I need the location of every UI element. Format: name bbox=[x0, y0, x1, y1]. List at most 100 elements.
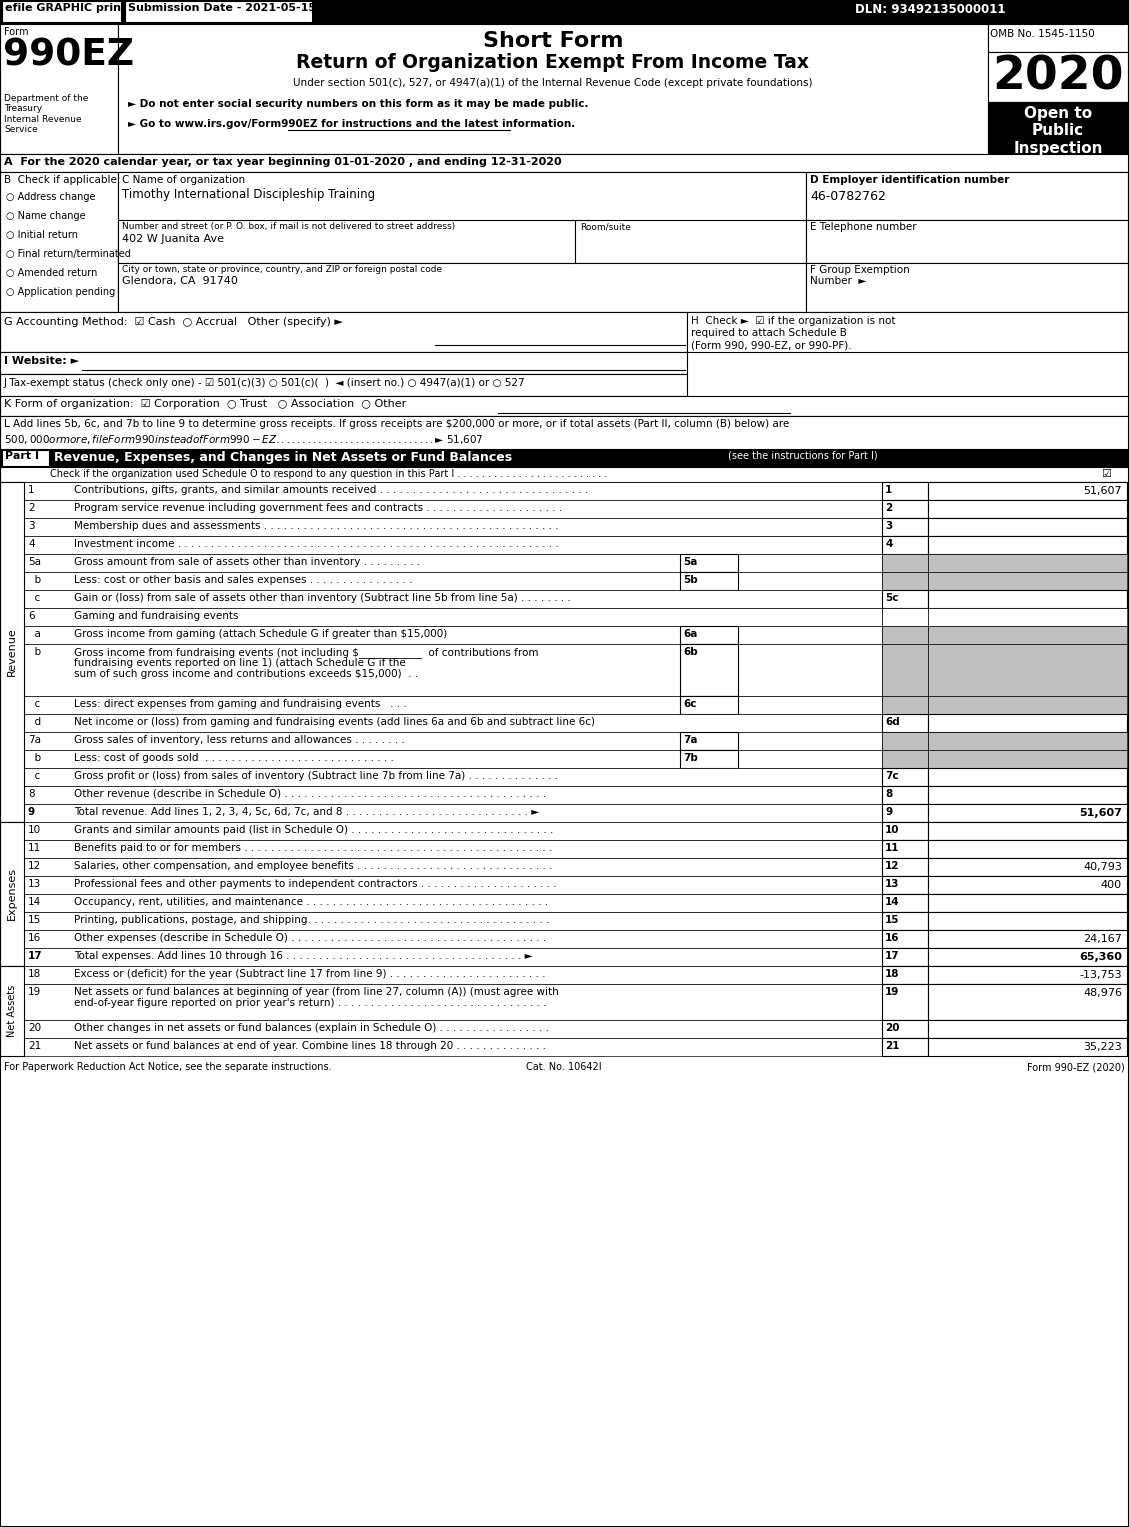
Text: Return of Organization Exempt From Income Tax: Return of Organization Exempt From Incom… bbox=[297, 53, 809, 72]
Text: 48,976: 48,976 bbox=[1083, 988, 1122, 999]
Text: 7a: 7a bbox=[28, 734, 41, 745]
Bar bbox=[882, 554, 928, 573]
Text: 1: 1 bbox=[28, 486, 35, 495]
Bar bbox=[882, 696, 928, 715]
Bar bbox=[0, 449, 1129, 467]
Bar bbox=[119, 173, 806, 312]
Text: E Telephone number: E Telephone number bbox=[809, 221, 917, 232]
Bar bbox=[882, 626, 928, 644]
Text: Investment income . . . . . . . . . . . . . . . . . . . . . . . . . . . . . . . : Investment income . . . . . . . . . . . … bbox=[75, 539, 559, 550]
Bar bbox=[24, 912, 882, 930]
Text: Form: Form bbox=[5, 27, 28, 37]
Bar bbox=[928, 1020, 1127, 1038]
Bar bbox=[882, 983, 928, 1020]
Text: 14: 14 bbox=[885, 896, 900, 907]
Bar bbox=[125, 2, 313, 23]
Bar bbox=[928, 822, 1127, 840]
Text: 3: 3 bbox=[885, 521, 892, 531]
Bar bbox=[928, 554, 1127, 573]
Bar bbox=[24, 805, 882, 822]
Text: 7a: 7a bbox=[683, 734, 698, 745]
Text: Program service revenue including government fees and contracts . . . . . . . . : Program service revenue including govern… bbox=[75, 502, 562, 513]
Bar bbox=[0, 467, 1129, 483]
Bar bbox=[882, 518, 928, 536]
Text: 19: 19 bbox=[885, 986, 900, 997]
Text: 990EZ: 990EZ bbox=[3, 37, 134, 73]
Text: (Form 990, 990-EZ, or 990-PF).: (Form 990, 990-EZ, or 990-PF). bbox=[691, 341, 851, 350]
Bar bbox=[882, 536, 928, 554]
Text: ☑: ☑ bbox=[1101, 469, 1111, 479]
Text: G Accounting Method:  ☑ Cash  ○ Accrual   Other (specify) ►: G Accounting Method: ☑ Cash ○ Accrual Ot… bbox=[5, 318, 343, 327]
Text: Benefits paid to or for members . . . . . . . . . . . . . . . . . . . . . . . . : Benefits paid to or for members . . . . … bbox=[75, 843, 552, 854]
Text: K Form of organization:  ☑ Corporation  ○ Trust   ○ Association  ○ Other: K Form of organization: ☑ Corporation ○ … bbox=[5, 399, 406, 409]
Bar bbox=[0, 0, 1129, 24]
Bar bbox=[928, 840, 1127, 858]
Bar bbox=[0, 967, 24, 1057]
Bar bbox=[882, 1020, 928, 1038]
Text: Gross profit or (loss) from sales of inventory (Subtract line 7b from line 7a) .: Gross profit or (loss) from sales of inv… bbox=[75, 771, 558, 780]
Bar bbox=[928, 499, 1127, 518]
Text: 11: 11 bbox=[885, 843, 900, 854]
Text: Net assets or fund balances at end of year. Combine lines 18 through 20 . . . . : Net assets or fund balances at end of ye… bbox=[75, 1041, 546, 1051]
Bar bbox=[882, 499, 928, 518]
Text: Printing, publications, postage, and shipping. . . . . . . . . . . . . . . . . .: Printing, publications, postage, and shi… bbox=[75, 915, 550, 925]
Bar bbox=[24, 840, 882, 858]
Text: 400: 400 bbox=[1101, 880, 1122, 890]
Bar bbox=[680, 554, 738, 573]
Bar bbox=[119, 24, 988, 154]
Bar bbox=[806, 220, 1128, 263]
Bar bbox=[24, 518, 882, 536]
Text: ○ Amended return: ○ Amended return bbox=[6, 269, 97, 278]
Text: J Tax-exempt status (check only one) - ☑ 501(c)(3) ○ 501(c)(  )  ◄ (insert no.) : J Tax-exempt status (check only one) - ☑… bbox=[5, 379, 526, 388]
Bar bbox=[882, 822, 928, 840]
Text: 9: 9 bbox=[885, 806, 892, 817]
Bar bbox=[24, 644, 882, 696]
Bar bbox=[928, 967, 1127, 983]
Bar bbox=[988, 52, 1128, 102]
Bar bbox=[882, 644, 928, 696]
Bar bbox=[928, 483, 1127, 499]
Text: Less: cost or other basis and sales expenses . . . . . . . . . . . . . . . .: Less: cost or other basis and sales expe… bbox=[75, 576, 412, 585]
Bar bbox=[928, 536, 1127, 554]
Text: 40,793: 40,793 bbox=[1083, 863, 1122, 872]
Text: 1: 1 bbox=[885, 486, 892, 495]
Text: 9: 9 bbox=[28, 806, 35, 817]
Text: Contributions, gifts, grants, and similar amounts received . . . . . . . . . . .: Contributions, gifts, grants, and simila… bbox=[75, 486, 588, 495]
Text: Number  ►: Number ► bbox=[809, 276, 866, 286]
Bar bbox=[0, 24, 119, 154]
Text: 18: 18 bbox=[28, 970, 42, 979]
Text: 46-0782762: 46-0782762 bbox=[809, 189, 886, 203]
Bar bbox=[119, 220, 806, 263]
Text: a: a bbox=[28, 629, 41, 638]
Bar bbox=[24, 948, 882, 967]
Bar bbox=[928, 644, 1127, 696]
Bar bbox=[24, 483, 882, 499]
Text: 24,167: 24,167 bbox=[1083, 935, 1122, 944]
Bar bbox=[2, 2, 122, 23]
Bar bbox=[0, 353, 688, 374]
Text: DLN: 93492135000011: DLN: 93492135000011 bbox=[855, 3, 1006, 15]
Text: Total expenses. Add lines 10 through 16 . . . . . . . . . . . . . . . . . . . . : Total expenses. Add lines 10 through 16 … bbox=[75, 951, 533, 960]
Bar bbox=[928, 589, 1127, 608]
Text: (see the instructions for Part I): (see the instructions for Part I) bbox=[728, 450, 877, 461]
Text: ○ Initial return: ○ Initial return bbox=[6, 231, 78, 240]
Bar bbox=[928, 573, 1127, 589]
Text: ○ Address change: ○ Address change bbox=[6, 192, 96, 202]
Text: 6: 6 bbox=[28, 611, 35, 621]
Text: A  For the 2020 calendar year, or tax year beginning 01-01-2020 , and ending 12-: A For the 2020 calendar year, or tax yea… bbox=[5, 157, 561, 166]
Bar bbox=[24, 554, 882, 573]
Bar bbox=[882, 805, 928, 822]
Text: 16: 16 bbox=[28, 933, 42, 944]
Text: ○ Name change: ○ Name change bbox=[6, 211, 86, 221]
Text: Gross income from fundraising events (not including $____________  of contributi: Gross income from fundraising events (no… bbox=[75, 647, 539, 658]
Text: 402 W Juanita Ave: 402 W Juanita Ave bbox=[122, 234, 224, 244]
Bar bbox=[806, 263, 1128, 312]
Text: 4: 4 bbox=[28, 539, 35, 550]
Text: 13: 13 bbox=[885, 880, 900, 889]
Bar bbox=[0, 395, 1129, 415]
Bar bbox=[24, 786, 882, 805]
Text: Net Assets: Net Assets bbox=[7, 985, 17, 1037]
Text: Open to
Public
Inspection: Open to Public Inspection bbox=[1013, 105, 1103, 156]
Bar bbox=[24, 1020, 882, 1038]
Bar bbox=[928, 750, 1127, 768]
